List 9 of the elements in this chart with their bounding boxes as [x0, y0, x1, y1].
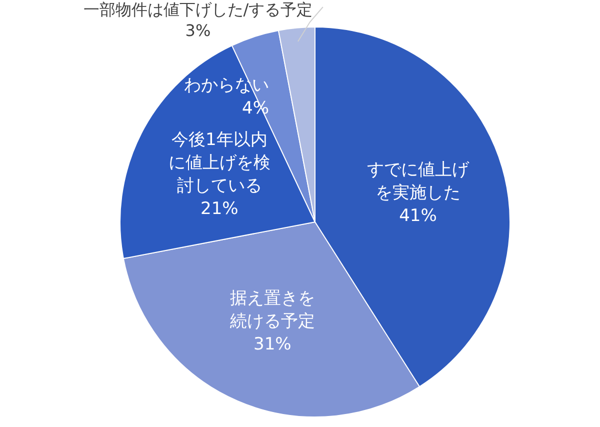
data-label: 41% [399, 206, 437, 226]
slice-label: 一部物件は値下げした/する予定 [83, 0, 313, 19]
data-label: 21% [200, 198, 238, 219]
slice-label: 今後1年以内に値上げを検討している [168, 130, 270, 196]
data-label: 3% [185, 21, 211, 40]
slice-label: すでに値上げを実施した [366, 160, 470, 204]
slice-label: わからない [184, 75, 270, 96]
data-label: 31% [254, 334, 292, 354]
slice-label: 据え置きを続ける予定 [228, 288, 315, 332]
